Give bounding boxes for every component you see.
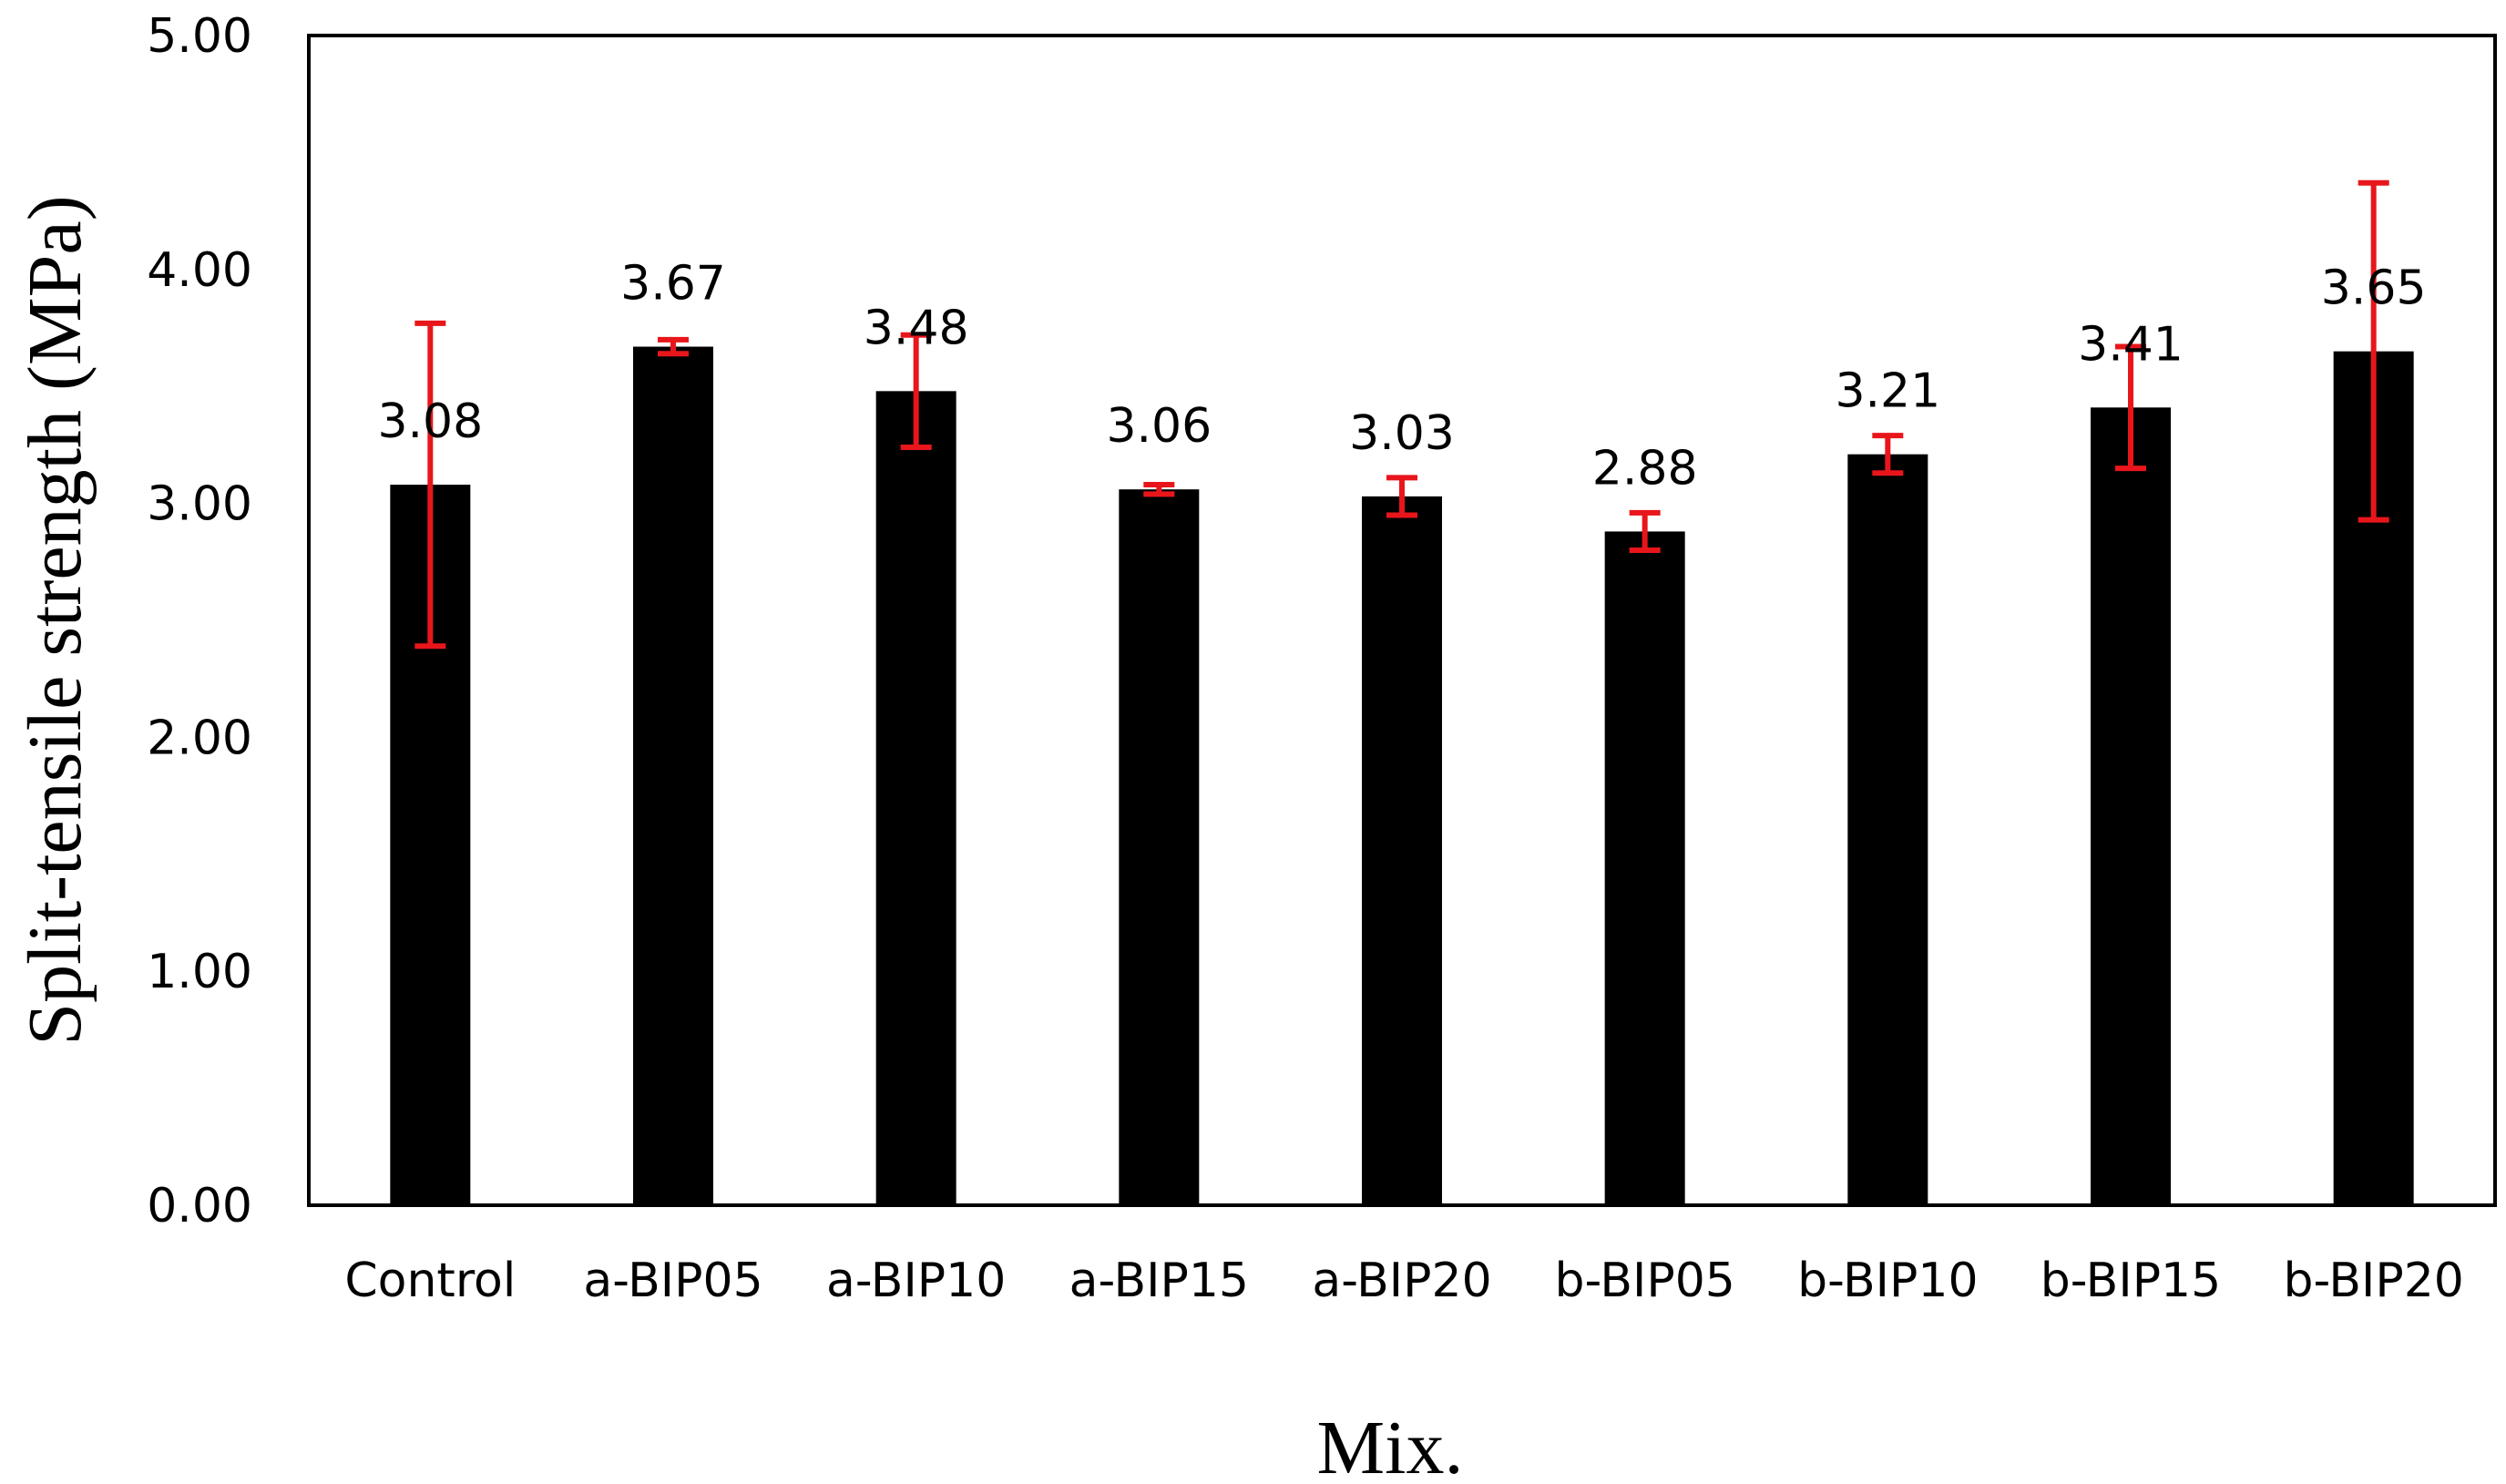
y-tick-label: 0.00 xyxy=(147,1179,252,1233)
error-bar-a-bip10 xyxy=(900,332,932,450)
data-labels: 3.08 3.67 3.48 3.06 3.03 2.88 3.21 3.41 3.65 xyxy=(377,257,2426,496)
data-label-b-bip10: 3.21 xyxy=(1835,364,1940,419)
y-tick-label: 1.00 xyxy=(147,945,252,999)
bars xyxy=(390,346,2414,1205)
bar-b-bip05 xyxy=(1604,531,1685,1205)
bar-a-bip15 xyxy=(1119,489,1200,1205)
error-bar-b-bip15 xyxy=(2115,343,2146,472)
bar-b-bip15 xyxy=(2091,407,2171,1205)
error-bar-b-bip10 xyxy=(1872,433,1904,476)
error-bar-b-bip20 xyxy=(2358,179,2389,523)
data-label-b-bip20: 3.65 xyxy=(2321,261,2427,316)
error-bar-b-bip05 xyxy=(1629,509,1661,553)
y-axis-ticks: 0.00 1.00 2.00 3.00 4.00 5.00 xyxy=(147,9,252,1233)
bar-a-bip10 xyxy=(875,391,956,1205)
data-label-control: 3.08 xyxy=(377,394,483,449)
x-tick-label-b-bip15: b-BIP15 xyxy=(2041,1254,2221,1308)
error-bar-a-bip15 xyxy=(1143,482,1175,497)
x-tick-label-b-bip05: b-BIP05 xyxy=(1554,1254,1734,1308)
data-label-a-bip20: 3.03 xyxy=(1349,406,1455,461)
y-tick-label: 2.00 xyxy=(147,711,252,765)
y-axis-title: Split-tensile strength (MPa) xyxy=(13,195,97,1045)
x-axis-title: Mix. xyxy=(1316,1406,1463,1484)
error-bars xyxy=(414,179,2389,650)
x-tick-label-a-bip15: a-BIP15 xyxy=(1069,1254,1249,1308)
x-tick-label-a-bip10: a-BIP10 xyxy=(826,1254,1006,1308)
x-tick-label-control: Control xyxy=(344,1254,516,1308)
y-tick-label: 3.00 xyxy=(147,477,252,532)
x-axis-ticks: Control a-BIP05 a-BIP10 a-BIP15 a-BIP20 b-BIP… xyxy=(344,1254,2464,1308)
data-label-b-bip15: 3.41 xyxy=(2078,317,2184,372)
x-tick-label-a-bip20: a-BIP20 xyxy=(1312,1254,1491,1308)
error-bar-a-bip20 xyxy=(1386,475,1417,518)
x-tick-label-b-bip10: b-BIP10 xyxy=(1797,1254,1978,1308)
y-tick-label: 5.00 xyxy=(147,9,252,64)
data-label-b-bip05: 2.88 xyxy=(1592,441,1698,496)
y-tick-label: 4.00 xyxy=(147,243,252,298)
bar-a-bip05 xyxy=(633,346,713,1205)
data-label-a-bip05: 3.67 xyxy=(620,257,726,312)
x-tick-label-a-bip05: a-BIP05 xyxy=(583,1254,762,1308)
error-bar-a-bip05 xyxy=(658,336,689,357)
error-bar-control xyxy=(414,320,446,650)
data-label-a-bip15: 3.06 xyxy=(1106,399,1212,454)
bar-a-bip20 xyxy=(1362,496,1442,1205)
bar-b-bip10 xyxy=(1847,454,1928,1205)
x-tick-label-b-bip20: b-BIP20 xyxy=(2283,1254,2463,1308)
data-label-a-bip10: 3.48 xyxy=(864,301,969,355)
